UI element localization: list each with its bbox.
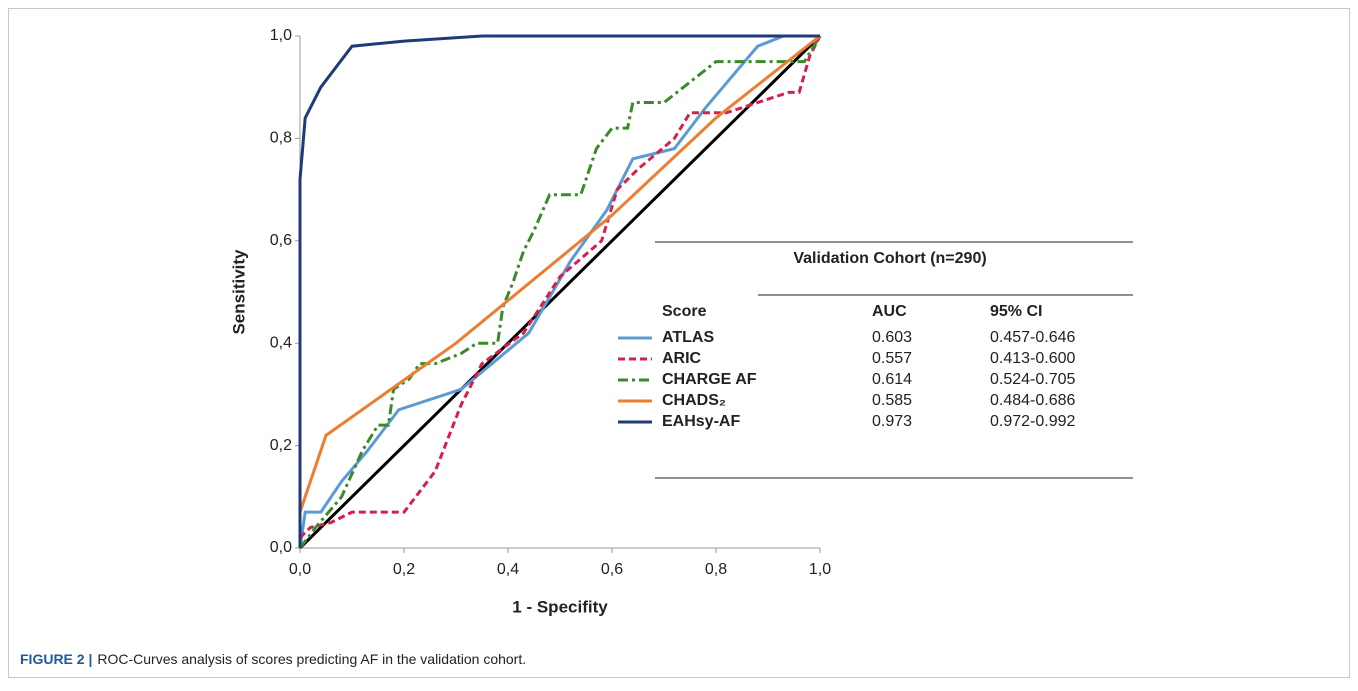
ci-value: 0.524-0.705 bbox=[990, 371, 1076, 388]
caption-text: ROC-Curves analysis of scores predicting… bbox=[97, 651, 526, 667]
roc-curve bbox=[298, 35, 822, 539]
frame bbox=[8, 8, 1350, 678]
x-axis-title: 1 - Specifity bbox=[512, 597, 608, 616]
x-tick-label: 1,0 bbox=[809, 561, 831, 578]
legend-label: ARIC bbox=[662, 350, 702, 367]
ci-value: 0.413-0.600 bbox=[990, 350, 1076, 367]
column-header: Score bbox=[662, 303, 707, 320]
y-tick-label: 0,8 bbox=[270, 130, 292, 147]
ci-value: 0.484-0.686 bbox=[990, 392, 1076, 409]
y-tick-label: 0,2 bbox=[270, 437, 292, 454]
auc-value: 0.603 bbox=[872, 329, 912, 346]
legend-label: EAHsy-AF bbox=[662, 413, 740, 430]
y-tick-label: 0,4 bbox=[270, 334, 292, 351]
y-tick-label: 0,6 bbox=[270, 232, 292, 249]
reference-line bbox=[298, 34, 822, 550]
roc-curve bbox=[298, 34, 821, 513]
caption: FIGURE 2 | ROC-Curves analysis of scores … bbox=[20, 651, 526, 667]
table-title: Validation Cohort (n=290) bbox=[793, 250, 986, 267]
caption-label: FIGURE 2 | bbox=[20, 651, 92, 667]
legend-label: CHARGE AF bbox=[662, 371, 757, 388]
legend-label: CHADS₂ bbox=[662, 392, 726, 409]
column-header: AUC bbox=[872, 303, 907, 320]
x-tick-label: 0,6 bbox=[601, 561, 623, 578]
x-tick-label: 0,0 bbox=[289, 561, 311, 578]
column-header: 95% CI bbox=[990, 303, 1042, 320]
y-axis-title: Sensitivity bbox=[229, 249, 248, 335]
roc-curve bbox=[298, 35, 822, 549]
y-tick-label: 0,0 bbox=[270, 539, 292, 556]
x-tick-label: 0,8 bbox=[705, 561, 727, 578]
auc-value: 0.614 bbox=[872, 371, 912, 388]
x-tick-label: 0,4 bbox=[497, 561, 519, 578]
auc-value: 0.973 bbox=[872, 413, 912, 430]
legend-label: ATLAS bbox=[662, 329, 714, 346]
ci-value: 0.972-0.992 bbox=[990, 413, 1076, 430]
y-tick-label: 1,0 bbox=[270, 27, 292, 44]
auc-value: 0.557 bbox=[872, 350, 912, 367]
x-tick-label: 0,2 bbox=[393, 561, 415, 578]
auc-value: 0.585 bbox=[872, 392, 912, 409]
ci-value: 0.457-0.646 bbox=[990, 329, 1076, 346]
roc-curve bbox=[298, 34, 820, 548]
roc-curve bbox=[298, 34, 820, 549]
